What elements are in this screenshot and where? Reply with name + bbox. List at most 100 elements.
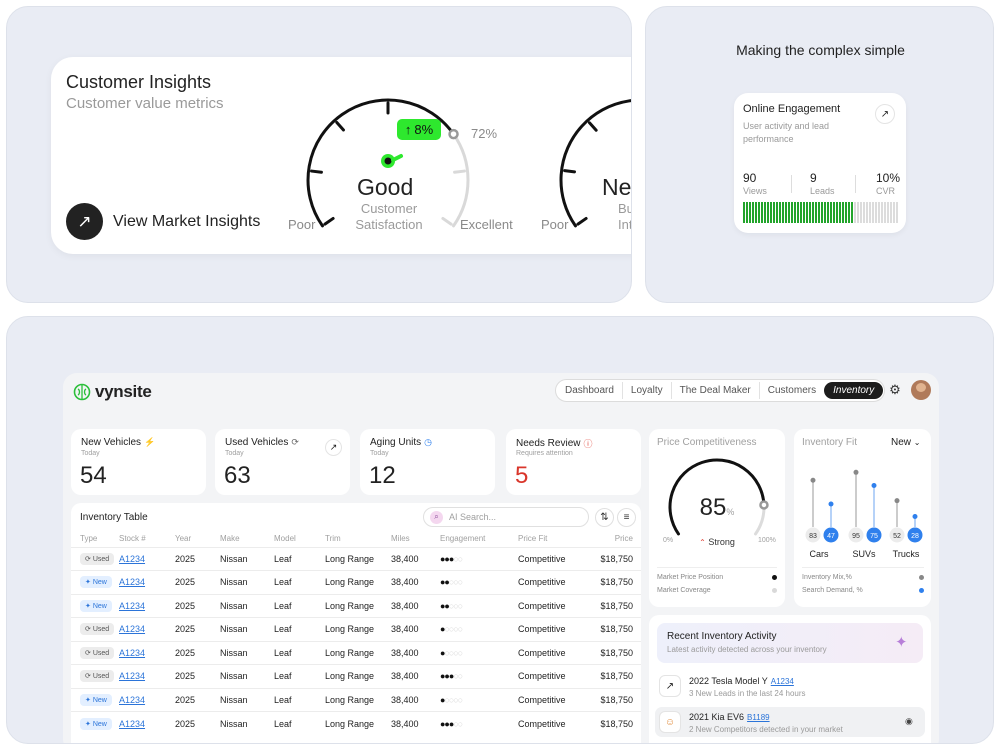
arrow-up-icon: ↑ bbox=[404, 122, 412, 137]
engagement-progress-bar bbox=[743, 202, 898, 223]
stock-link[interactable]: B1189 bbox=[747, 713, 770, 722]
stock-link[interactable]: A1234 bbox=[119, 600, 146, 611]
mix-point bbox=[853, 469, 859, 475]
inventory-fit-card: Inventory Fit New ⌄ 83 47 95 75 52 28 Cars SU… bbox=[794, 429, 931, 607]
if-label-suvs: SUVs bbox=[852, 549, 876, 559]
alert-icon: ⓘ bbox=[583, 439, 593, 449]
stock-link[interactable]: A1234 bbox=[119, 718, 146, 729]
nav-customers[interactable]: Customers bbox=[767, 385, 817, 396]
engagement-dots: ●●○○○ bbox=[440, 593, 518, 618]
if-filter-dropdown[interactable]: New ⌄ bbox=[891, 437, 921, 448]
model-cell: Leaf bbox=[274, 570, 325, 594]
price-cell: $18,750 bbox=[588, 593, 641, 618]
kpi-needs-review[interactable]: Needs Review ⓘ Requires attention 5 bbox=[506, 429, 641, 495]
pc-legend-market-coverage: Market Coverage bbox=[657, 587, 777, 594]
stock-link[interactable]: A1234 bbox=[770, 677, 794, 686]
chevron-up-icon: ⌃ bbox=[699, 538, 706, 547]
demand-point bbox=[828, 501, 834, 507]
mix-value: 52 bbox=[893, 533, 901, 540]
pc-value: 85% bbox=[699, 494, 735, 521]
progress-segment bbox=[803, 202, 805, 223]
nav-dashboard[interactable]: Dashboard bbox=[557, 382, 623, 399]
gauge-tick bbox=[453, 169, 466, 174]
stock-link[interactable]: A1234 bbox=[119, 647, 146, 658]
progress-segment bbox=[815, 202, 817, 223]
gauge-rating: Good bbox=[357, 174, 414, 200]
progress-segment bbox=[854, 202, 856, 223]
stock-link[interactable]: A1234 bbox=[119, 553, 146, 564]
price-fit-cell: Competitive bbox=[518, 617, 588, 641]
progress-segment bbox=[860, 202, 862, 223]
activity-item[interactable]: ↗ 2022 Tesla Model Y A1234 3 New Leads in… bbox=[655, 671, 925, 701]
if-label-cars: Cars bbox=[809, 549, 829, 559]
miles-cell: 38,400 bbox=[391, 664, 440, 688]
kpi-new-vehicles[interactable]: New Vehicles ⚡ Today 54 bbox=[71, 429, 206, 495]
progress-segment bbox=[794, 202, 796, 223]
table-row[interactable]: ✦ New A1234 2025 Nissan Leaf Long Range 38,400… bbox=[71, 711, 641, 735]
divider bbox=[802, 567, 924, 568]
recent-activity-card: Recent Inventory Activity Latest activit… bbox=[649, 615, 931, 743]
if-legend-demand: Search Demand, % bbox=[802, 587, 924, 594]
table-row[interactable]: ⟳ Used A1234 2025 Nissan Leaf Long Range 38,40… bbox=[71, 664, 641, 688]
brand-logo[interactable]: vynsite bbox=[73, 382, 152, 402]
price-fit-cell: Competitive bbox=[518, 664, 588, 688]
type-cell: ⟳ Used bbox=[71, 617, 119, 641]
price-fit-cell: Competitive bbox=[518, 593, 588, 618]
progress-segment bbox=[857, 202, 859, 223]
progress-segment bbox=[866, 202, 868, 223]
if-legend-mix: Inventory Mix,% bbox=[802, 574, 924, 581]
type-badge: ✦ New bbox=[80, 693, 112, 706]
pc-max: 100% bbox=[758, 537, 776, 544]
progress-segment bbox=[830, 202, 832, 223]
engagement-title: Online Engagement bbox=[743, 103, 841, 115]
ai-search-input[interactable]: ⌕ AI Search... bbox=[423, 507, 589, 527]
pc-title: Price Competitiveness bbox=[657, 437, 757, 448]
gear-icon[interactable]: ⚙ bbox=[889, 382, 901, 397]
demand-value: 47 bbox=[827, 533, 835, 540]
miles-cell: 38,400 bbox=[391, 546, 440, 571]
price-cell: $18,750 bbox=[588, 546, 641, 571]
progress-segment bbox=[845, 202, 847, 223]
make-cell: Nissan bbox=[220, 664, 274, 688]
mix-value-bubble bbox=[848, 527, 864, 543]
stock-link[interactable]: A1234 bbox=[119, 624, 146, 635]
arrow-up-right-icon[interactable]: ↗ bbox=[66, 203, 103, 240]
stock-link[interactable]: A1234 bbox=[119, 577, 146, 588]
kpi-aging-units[interactable]: Aging Units ◷ Today 12 bbox=[360, 429, 495, 495]
activity-item[interactable]: ☺ 2021 Kia EV6 B1189 2 New Competitors de… bbox=[655, 707, 925, 737]
model-cell: Leaf bbox=[274, 640, 325, 665]
progress-segment bbox=[782, 202, 784, 223]
progress-segment bbox=[863, 202, 865, 223]
nav-loyalty[interactable]: Loyalty bbox=[623, 382, 672, 399]
engagement-dots: ●●●○○ bbox=[440, 664, 518, 688]
table-row[interactable]: ✦ New A1234 2025 Nissan Leaf Long Range 38,400… bbox=[71, 687, 641, 712]
kpi-used-vehicles[interactable]: Used Vehicles ⟳ Today 63 ↗ bbox=[215, 429, 350, 495]
stock-link[interactable]: A1234 bbox=[119, 694, 146, 705]
table-row[interactable]: ⟳ Used A1234 2025 Nissan Leaf Long Range 38,40… bbox=[71, 546, 641, 571]
view-market-insights-link[interactable]: View Market Insights bbox=[113, 213, 261, 230]
gauge-arc-filled bbox=[306, 98, 456, 228]
table-row[interactable]: ⟳ Used A1234 2025 Nissan Leaf Long Range 38,40… bbox=[71, 617, 641, 641]
arrow-up-right-icon[interactable]: ↗ bbox=[325, 439, 342, 456]
gauge-tick bbox=[323, 216, 335, 226]
table-row[interactable]: ✦ New A1234 2025 Nissan Leaf Long Range 38,400… bbox=[71, 570, 641, 594]
kpi-value: 5 bbox=[515, 462, 529, 489]
filter-icon[interactable]: ≡ bbox=[617, 508, 636, 527]
engagement-dots: ●○○○○ bbox=[440, 640, 518, 665]
avatar[interactable] bbox=[911, 380, 931, 400]
type-cell: ✦ New bbox=[71, 593, 119, 618]
sort-icon[interactable]: ⇅ bbox=[595, 508, 614, 527]
year-cell: 2025 bbox=[175, 617, 220, 641]
eye-icon[interactable]: ◉ bbox=[905, 716, 913, 726]
make-cell: Nissan bbox=[220, 617, 274, 641]
stock-link[interactable]: A1234 bbox=[119, 671, 146, 682]
model-cell: Leaf bbox=[274, 711, 325, 735]
table-row[interactable]: ✦ New A1234 2025 Nissan Leaf Long Range 38,400… bbox=[71, 593, 641, 618]
progress-segment bbox=[821, 202, 823, 223]
nav-inventory[interactable]: Inventory bbox=[824, 382, 884, 399]
nav-deal-maker[interactable]: The Deal Maker bbox=[672, 382, 760, 399]
pc-min: 0% bbox=[663, 537, 674, 544]
arrow-up-right-icon[interactable]: ↗ bbox=[875, 104, 895, 124]
price-cell: $18,750 bbox=[588, 687, 641, 712]
table-row[interactable]: ⟳ Used A1234 2025 Nissan Leaf Long Range 38,40… bbox=[71, 640, 641, 665]
